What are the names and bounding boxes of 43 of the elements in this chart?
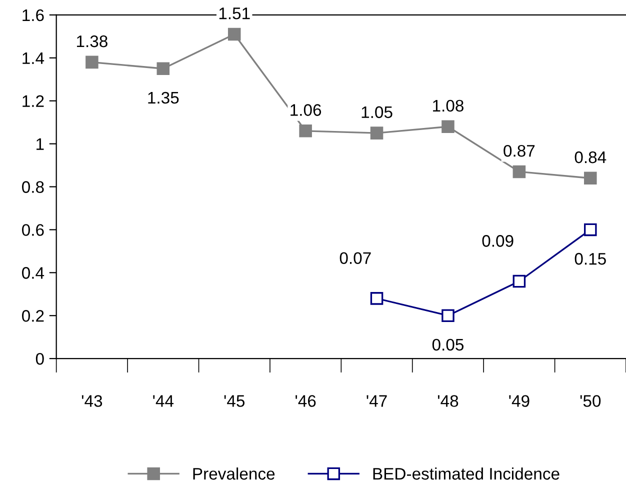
- x-tick-label: '44: [153, 395, 174, 407]
- x-tick-label: '43: [82, 395, 102, 407]
- data-label: 0.09: [482, 235, 514, 247]
- x-tick-label: '49: [509, 395, 530, 407]
- data-label: 1.06: [290, 104, 322, 116]
- data-label: 1.05: [362, 106, 392, 118]
- y-tick-label: 1.6: [22, 9, 44, 22]
- y-tick-label: 0.6: [22, 224, 44, 236]
- data-label: 1.38: [76, 35, 108, 48]
- point: [299, 124, 312, 138]
- legend-label: BED-estimated Incidence: [373, 467, 560, 480]
- point: [442, 120, 454, 134]
- data-label: 0.05: [432, 338, 464, 351]
- legend-label: Prevalence: [193, 467, 275, 480]
- x-tick-label: '45: [224, 395, 245, 407]
- y-tick-label: 1.4: [22, 52, 44, 64]
- data-label: 1.51: [219, 8, 250, 20]
- data-label: 1.08: [433, 100, 464, 112]
- data-label: 0.84: [574, 151, 606, 164]
- data-label: 0.15: [574, 252, 606, 265]
- point: [584, 172, 597, 185]
- y-tick-label: 0.8: [22, 181, 44, 193]
- y-tick-label: 0: [36, 352, 44, 365]
- x-tick-label: '46: [296, 395, 316, 407]
- data-label: 0.07: [340, 252, 371, 264]
- point: [584, 223, 597, 236]
- data-label: 0.87: [504, 144, 535, 157]
- point: [86, 56, 98, 69]
- point: [512, 165, 526, 178]
- point: [370, 292, 384, 305]
- y-tick-label: 1.2: [22, 95, 44, 107]
- x-tick-label: '47: [366, 395, 387, 407]
- y-tick-label: 1: [36, 138, 44, 150]
- y-tick-label: 0.4: [22, 267, 44, 279]
- y-tick-label: 0.2: [22, 310, 44, 322]
- point: [156, 62, 170, 76]
- x-tick-label: '50: [580, 395, 601, 407]
- point: [370, 126, 384, 140]
- data-label: 1.35: [148, 92, 179, 104]
- point: [512, 274, 526, 288]
- point: [228, 28, 241, 41]
- x-tick-label: '48: [438, 395, 458, 407]
- point: [442, 309, 454, 322]
